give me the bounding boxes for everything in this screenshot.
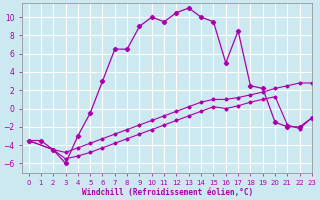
X-axis label: Windchill (Refroidissement éolien,°C): Windchill (Refroidissement éolien,°C) (82, 188, 253, 197)
